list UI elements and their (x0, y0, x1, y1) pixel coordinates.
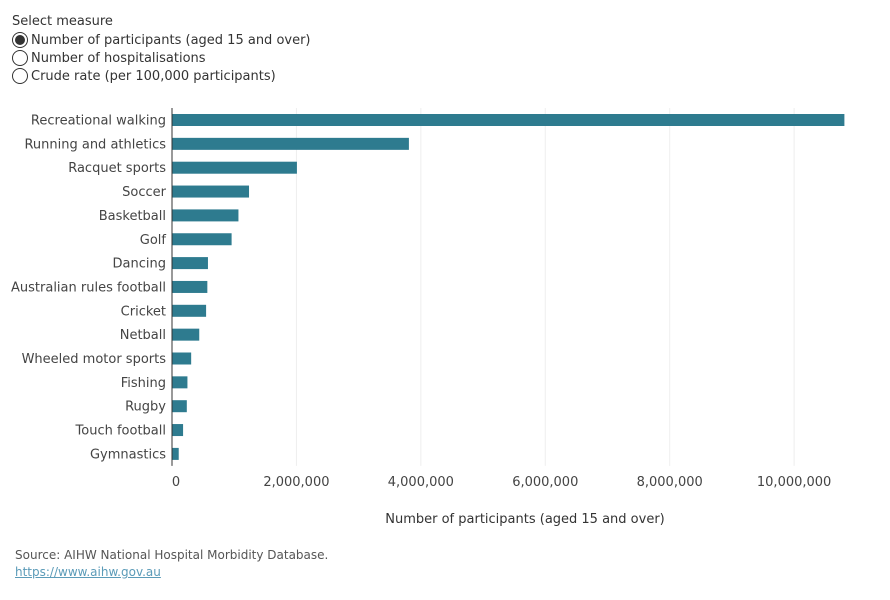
radio-button[interactable] (12, 50, 28, 66)
bar (172, 376, 188, 389)
x-tick-label: 0 (172, 475, 180, 490)
category-label: Fishing (121, 376, 166, 391)
bar (172, 352, 192, 365)
category-label: Golf (140, 233, 167, 248)
bar (172, 280, 208, 293)
x-tick-label: 4,000,000 (388, 475, 454, 490)
category-label: Wheeled motor sports (22, 352, 167, 367)
category-label: Australian rules football (11, 280, 166, 295)
bar (172, 114, 845, 126)
category-label: Netball (120, 328, 166, 343)
bar (172, 400, 187, 413)
x-tick-label: 8,000,000 (637, 475, 703, 490)
x-axis-title: Number of participants (aged 15 and over… (385, 512, 665, 527)
radio-label: Number of participants (aged 15 and over… (31, 32, 311, 48)
source-link[interactable]: https://www.aihw.gov.au (15, 565, 161, 579)
x-tick-label: 10,000,000 (757, 475, 831, 490)
bar (172, 185, 250, 198)
source-text: Source: AIHW National Hospital Morbidity… (15, 548, 329, 562)
category-label: Racquet sports (68, 161, 166, 176)
bar (172, 257, 208, 270)
category-label: Touch football (75, 424, 166, 439)
category-label: Basketball (99, 209, 166, 224)
category-label: Recreational walking (31, 114, 166, 129)
radio-option-participants[interactable]: Number of participants (aged 15 and over… (12, 31, 311, 49)
bar (172, 304, 207, 317)
category-label: Rugby (125, 400, 166, 415)
category-label: Soccer (122, 185, 166, 200)
category-label: Running and athletics (24, 137, 166, 152)
bar (172, 447, 179, 460)
category-label: Cricket (121, 304, 166, 319)
category-label: Gymnastics (90, 447, 166, 462)
x-tick-label: 2,000,000 (263, 475, 329, 490)
measure-selector: Select measure Number of participants (a… (12, 14, 311, 85)
bar (172, 424, 184, 437)
radio-button[interactable] (12, 32, 28, 48)
bar (172, 137, 409, 150)
bar (172, 161, 297, 174)
bar-chart: 0 2,000,000 4,000,000 6,000,000 8,000,000 10,… (11, 108, 845, 527)
selector-title: Select measure (12, 14, 113, 29)
footer: Source: AIHW National Hospital Morbidity… (15, 548, 328, 579)
radio-button[interactable] (12, 68, 28, 84)
category-label: Dancing (113, 257, 166, 272)
x-tick-label: 6,000,000 (512, 475, 578, 490)
bar (172, 209, 239, 222)
bar (172, 233, 232, 246)
radio-option-crude-rate[interactable]: Crude rate (per 100,000 participants) (12, 67, 311, 85)
radio-label: Number of hospitalisations (31, 50, 206, 66)
radio-option-hospitalisations[interactable]: Number of hospitalisations (12, 49, 311, 67)
radio-label: Crude rate (per 100,000 participants) (31, 68, 276, 84)
bar (172, 328, 200, 341)
